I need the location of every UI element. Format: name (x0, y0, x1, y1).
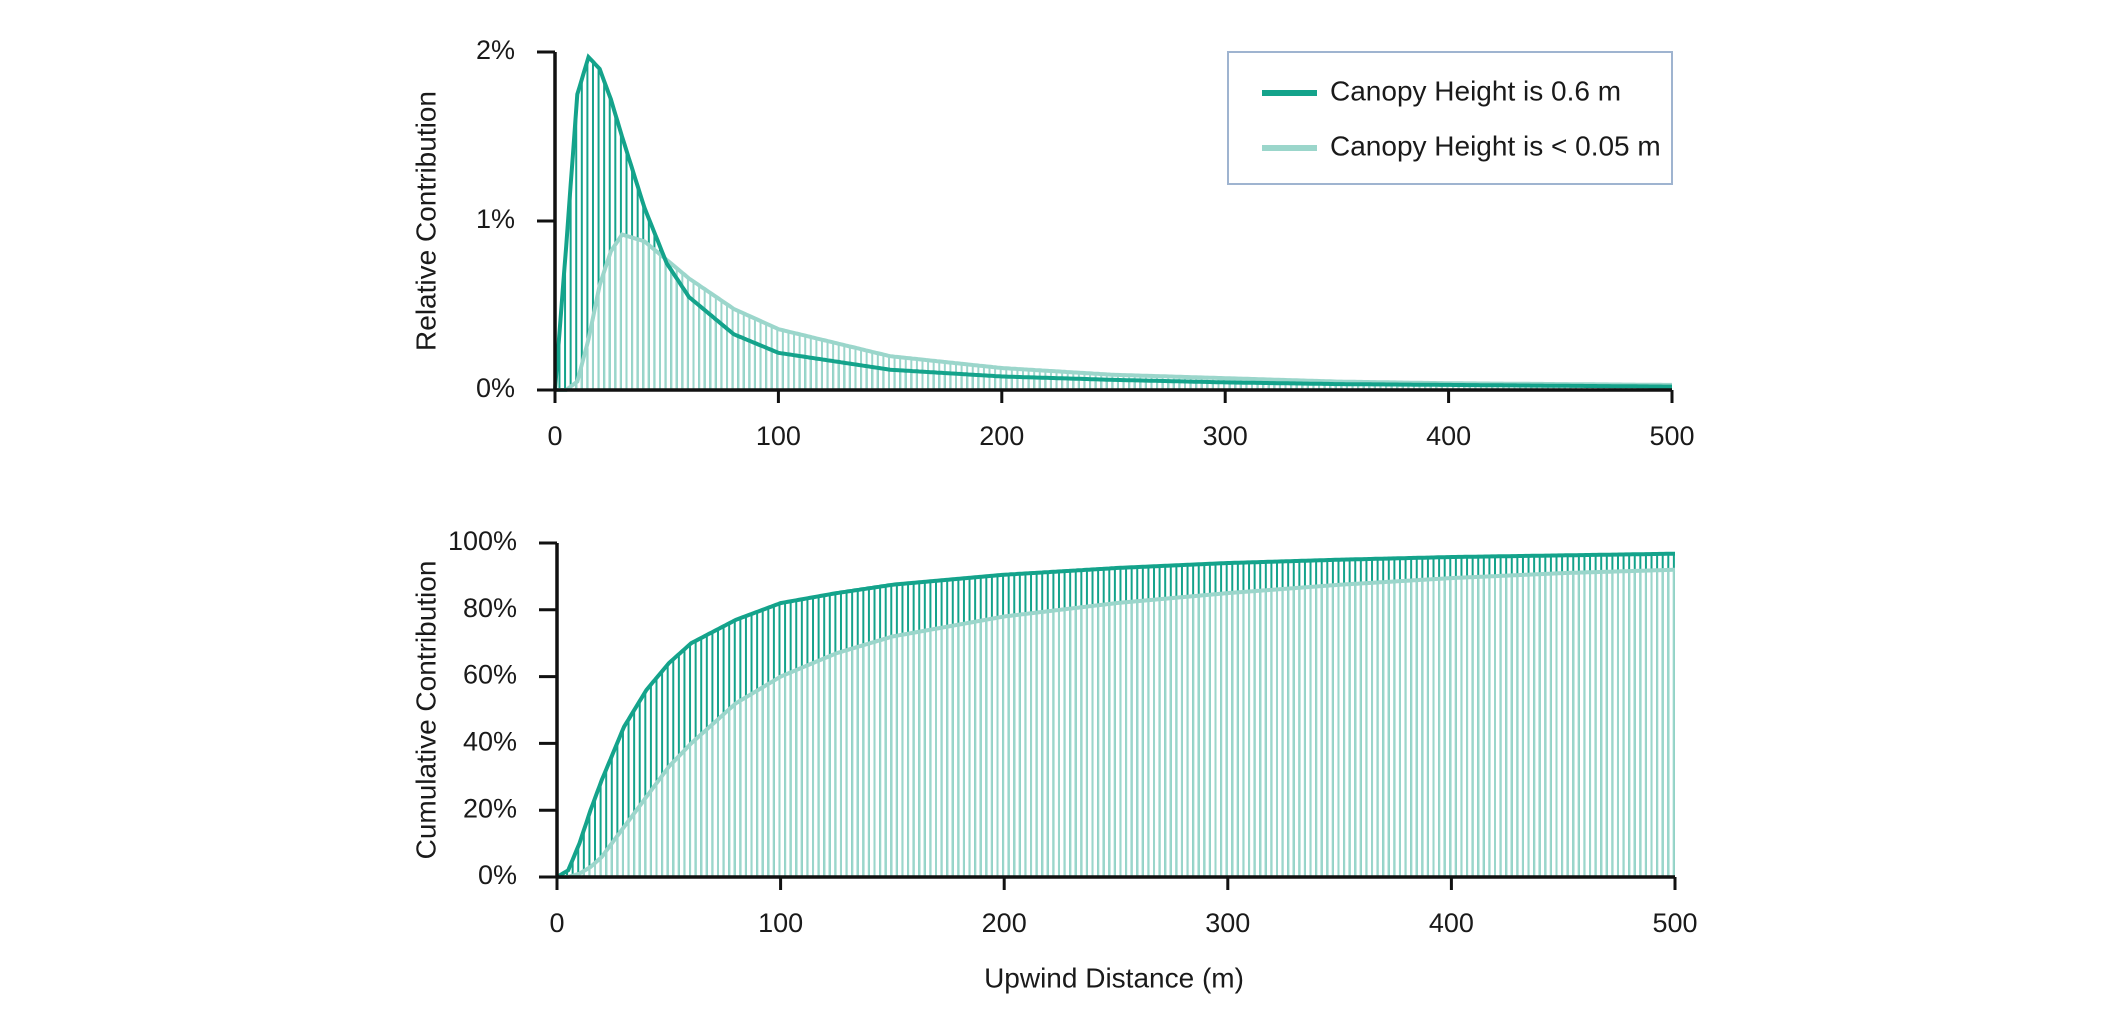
legend-box (1227, 51, 1673, 185)
y-ticks: 0% 1% 2% (476, 35, 555, 403)
x-ticks: 0 100 200 300 400 500 (547, 390, 1695, 451)
y-axis-title: Cumulative Contribution (410, 561, 441, 860)
y-tick-label: 0% (478, 860, 517, 890)
y-tick-label: 100% (448, 526, 517, 556)
x-ticks: 0 100 200 300 400 500 (549, 877, 1698, 938)
x-tick-label: 400 (1426, 421, 1471, 451)
y-tick-label: 40% (463, 727, 517, 757)
light-series-line (557, 567, 1676, 879)
x-tick-label: 400 (1429, 908, 1474, 938)
x-tick-label: 100 (756, 421, 801, 451)
x-tick-label: 500 (1649, 421, 1694, 451)
y-tick-label: 2% (476, 35, 515, 65)
dark-series-line (555, 551, 1675, 879)
legend: Canopy Height is 0.6 m Canopy Height is … (1227, 51, 1673, 185)
y-tick-label: 1% (476, 204, 515, 234)
y-axis-title: Relative Contribution (410, 91, 441, 351)
light-series-drop-lines (571, 569, 1675, 877)
cumulative-contribution-chart: 0% 20% 40% 60% 80% 100% 0 100 200 300 400 500 Cumu… (410, 526, 1697, 993)
light-series-line (555, 232, 1672, 392)
dark-series-line (553, 53, 1672, 391)
light-series-drop-lines (569, 235, 1672, 390)
x-tick-label: 200 (979, 421, 1024, 451)
y-tick-label: 20% (463, 793, 517, 823)
x-tick-label: 300 (1203, 421, 1248, 451)
x-tick-label: 0 (547, 421, 562, 451)
y-tick-label: 0% (476, 373, 515, 403)
x-tick-label: 0 (549, 908, 564, 938)
y-tick-label: 60% (463, 660, 517, 690)
x-tick-label: 500 (1652, 908, 1697, 938)
x-tick-label: 200 (982, 908, 1027, 938)
x-tick-label: 100 (758, 908, 803, 938)
legend-label-dark: Canopy Height is 0.6 m (1330, 75, 1621, 106)
relative-contribution-chart: 0% 1% 2% 0 100 200 300 400 500 Relative Contrib… (410, 35, 1694, 451)
y-tick-label: 80% (463, 593, 517, 623)
y-ticks: 0% 20% 40% 60% 80% 100% (448, 526, 557, 890)
x-axis-title: Upwind Distance (m) (984, 962, 1244, 993)
legend-label-light: Canopy Height is < 0.05 m (1330, 130, 1661, 161)
x-tick-label: 300 (1205, 908, 1250, 938)
